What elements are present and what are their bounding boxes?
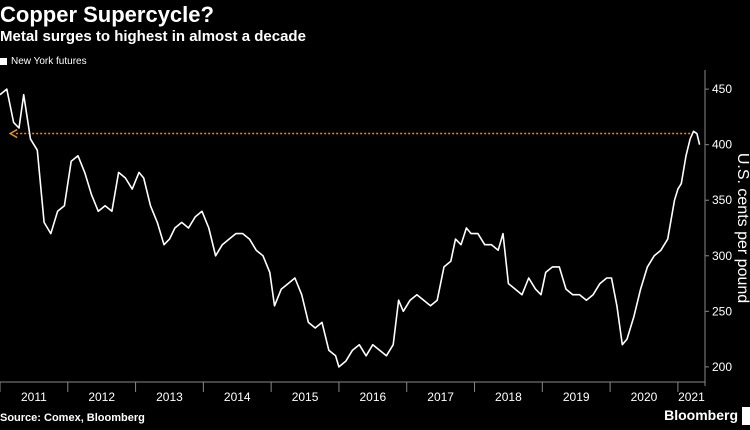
chart-subtitle: Metal surges to highest in almost a deca… — [0, 28, 306, 45]
reference-arrowhead — [8, 128, 18, 139]
x-tick-label: 2012 — [88, 390, 115, 404]
chart-title: Copper Supercycle? — [0, 2, 214, 27]
y-axis-label: U.S. cents per pound — [734, 153, 750, 303]
x-tick-label: 2011 — [21, 390, 47, 404]
x-tick-label: 2019 — [563, 390, 590, 404]
x-tick-label: 2016 — [359, 390, 386, 404]
y-tick-label: 300 — [712, 249, 732, 263]
y-tick-label: 400 — [712, 138, 732, 152]
legend: New York futures — [0, 56, 87, 67]
x-tick-label: 2017 — [427, 390, 454, 404]
legend-label: New York futures — [11, 56, 87, 67]
x-tick-label: 2013 — [156, 390, 183, 404]
x-tick-label: 2015 — [292, 390, 319, 404]
source-note: Source: Comex, Bloomberg — [0, 412, 145, 424]
brand-logo: Bloomberg — [664, 407, 738, 423]
x-tick-label: 2020 — [631, 390, 658, 404]
x-tick-label: 2018 — [495, 390, 522, 404]
series-line-new-york-futures — [0, 88, 701, 368]
x-tick-label: 2014 — [224, 390, 251, 404]
y-tick-label: 200 — [712, 360, 732, 374]
y-tick-label: 350 — [712, 193, 732, 207]
legend-swatch — [0, 58, 7, 65]
y-tick-label: 250 — [712, 304, 732, 318]
brand-mark — [742, 407, 750, 425]
x-tick-label: 2021 — [678, 390, 705, 404]
y-tick-label: 450 — [712, 82, 732, 96]
